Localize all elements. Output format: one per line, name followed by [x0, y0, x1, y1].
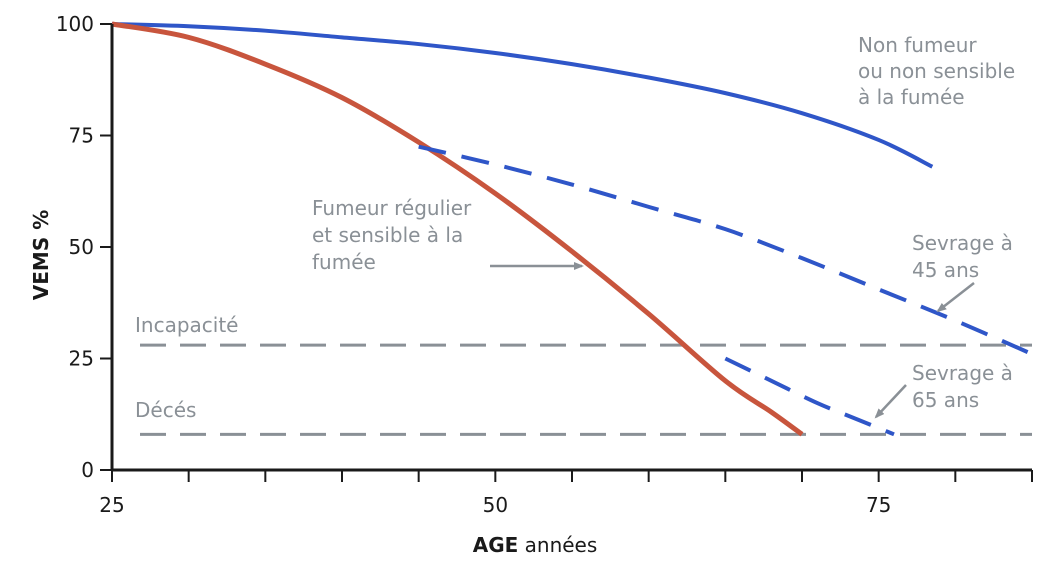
y-tick-label-100: 100: [56, 12, 94, 36]
incapacity-label: Incapacité: [135, 313, 238, 337]
annotation-non-smoker: Non fumeur ou non sensible à la fumée: [858, 33, 1022, 109]
x-tick-label-50: 50: [483, 493, 508, 517]
x-tick-label-25: 25: [99, 493, 124, 517]
series-quit_65: [724, 356, 895, 437]
annotation-quit-45-line1: Sevrage à: [912, 231, 1013, 255]
series-layer: [111, 21, 1033, 437]
series-non_smoker: [111, 22, 934, 169]
y-tick-label-75: 75: [69, 124, 94, 148]
annotation-smoker: Fumeur régulier et sensible à la fumée: [312, 196, 478, 274]
arrow-quit-45-icon: [936, 282, 975, 313]
reference-lines: [140, 343, 1032, 436]
x-axis-title: AGE années: [473, 533, 598, 557]
y-tick-label-50: 50: [69, 235, 94, 259]
annotation-quit-45-line2: 45 ans: [912, 258, 979, 282]
annotation-quit-65-line1: Sevrage à: [912, 361, 1013, 385]
y-tick-label-0: 0: [81, 458, 94, 482]
series-quit_45: [418, 144, 1033, 356]
y-axis-title: VEMS %: [29, 210, 53, 300]
death-label: Décés: [135, 398, 196, 422]
arrow-quit-65-icon: [874, 384, 907, 419]
y-ticks: 0 25 50 75 100: [56, 12, 112, 482]
annotation-smoker-line2: et sensible à la: [312, 223, 463, 247]
x-axis-title-bold: AGE: [473, 533, 519, 557]
annotation-non-smoker-line1: Non fumeur: [858, 33, 977, 57]
annotation-smoker-line3: fumée: [312, 250, 376, 274]
annotation-non-smoker-line3: à la fumée: [858, 85, 965, 109]
series-smoker: [111, 21, 804, 437]
x-ticks: 25 50 75: [99, 470, 1033, 517]
annotation-quit-45: Sevrage à 45 ans: [912, 231, 1019, 282]
y-tick-label-25: 25: [69, 347, 94, 371]
annotation-non-smoker-line2: ou non sensible: [858, 59, 1015, 83]
annotation-quit-65: Sevrage à 65 ans: [912, 361, 1019, 412]
x-tick-label-75: 75: [866, 493, 891, 517]
annotation-quit-65-line2: 65 ans: [912, 388, 979, 412]
annotation-smoker-line1: Fumeur régulier: [312, 196, 472, 220]
x-axis-title-rest: années: [518, 533, 597, 557]
